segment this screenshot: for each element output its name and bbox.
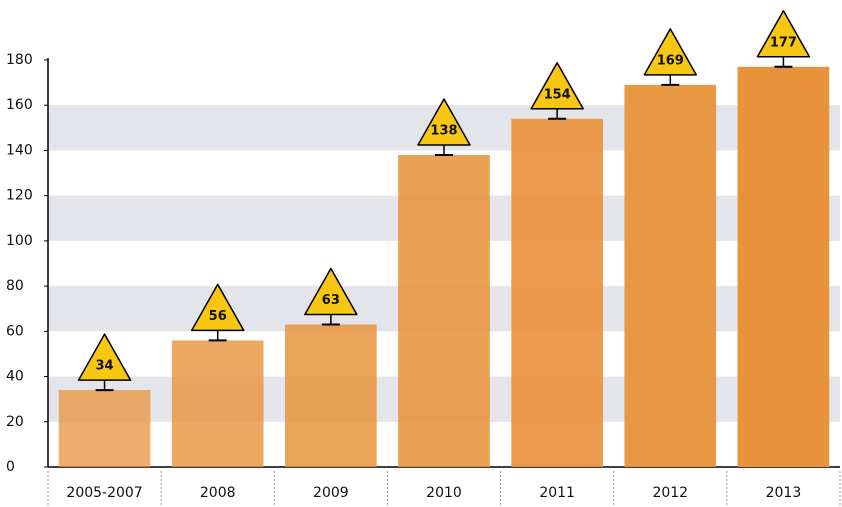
y-tick-label: 160 [6,97,33,113]
y-tick-label: 40 [6,369,24,385]
x-tick-label: 2009 [313,485,349,501]
y-tick-label: 60 [6,323,24,339]
y-tick-label: 140 [6,142,33,158]
bar [285,324,377,467]
value-label: 63 [322,293,340,308]
y-tick-label: 180 [6,52,33,68]
value-label: 154 [544,87,571,102]
x-tick-label: 2008 [200,485,236,501]
y-tick-label: 120 [6,188,33,204]
x-tick-label: 2012 [652,485,688,501]
x-tick-label: 2013 [766,485,802,501]
bar [58,390,151,467]
marker-sign [756,10,811,58]
y-tick-label: 100 [6,233,33,249]
marker-sign [77,333,132,381]
value-label: 34 [96,359,114,374]
marker-sign [643,28,698,76]
marker-sign [530,62,584,110]
value-label: 169 [657,53,684,68]
value-label: 138 [430,123,457,138]
marker-sign [304,267,358,316]
bar [737,66,830,468]
y-tick-label: 80 [6,278,24,294]
value-label: 56 [209,309,227,324]
value-label: 177 [770,35,797,50]
x-tick-label: 2010 [426,485,462,501]
bar [398,154,490,467]
y-tick-label: 0 [6,459,15,475]
bar [624,84,717,467]
bar [511,118,603,468]
marker-sign [190,283,245,332]
y-tick-label: 20 [6,414,24,430]
x-tick-label: 2011 [539,485,575,501]
x-tick-label: 2005-2007 [66,485,142,501]
marker-sign [417,98,471,146]
bar [171,340,264,467]
